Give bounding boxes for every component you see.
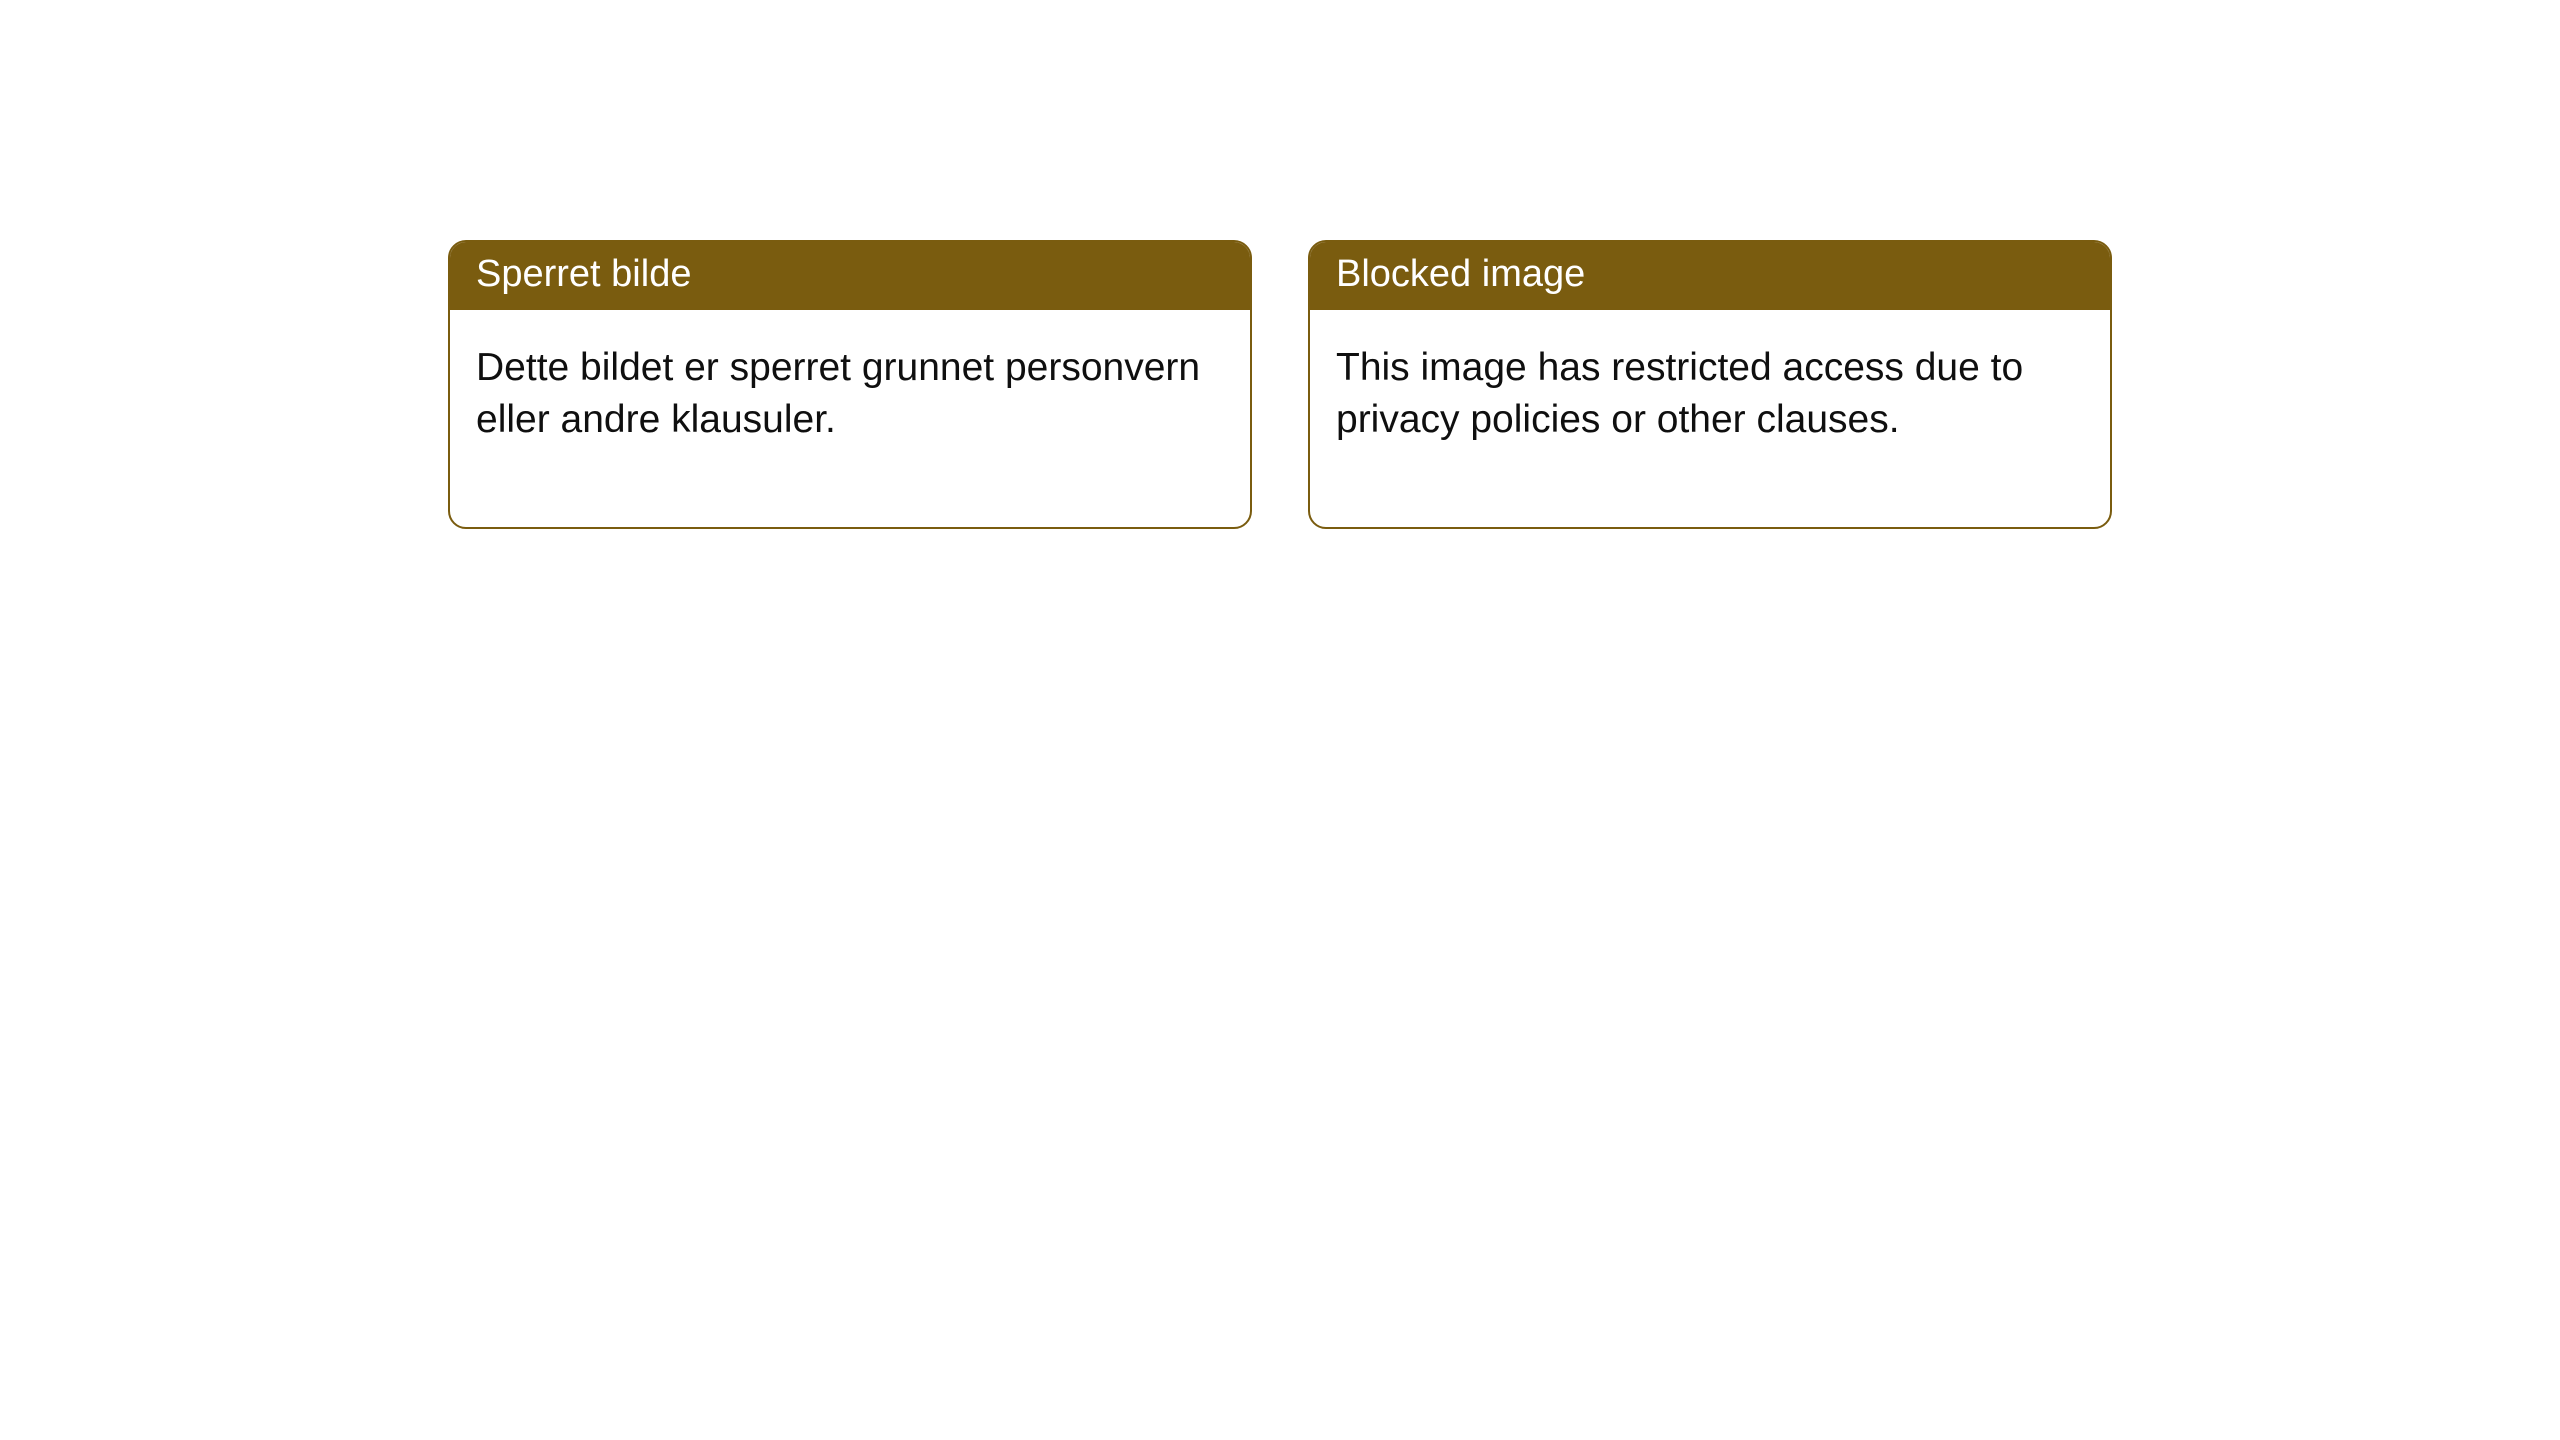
blocked-image-card-no: Sperret bilde Dette bildet er sperret gr… bbox=[448, 240, 1252, 529]
card-body-text: Dette bildet er sperret grunnet personve… bbox=[476, 346, 1200, 442]
card-body: Dette bildet er sperret grunnet personve… bbox=[450, 310, 1250, 527]
card-body: This image has restricted access due to … bbox=[1310, 310, 2110, 527]
card-header-text: Blocked image bbox=[1336, 253, 1585, 295]
blocked-image-card-en: Blocked image This image has restricted … bbox=[1308, 240, 2112, 529]
card-header: Blocked image bbox=[1310, 242, 2110, 310]
card-body-text: This image has restricted access due to … bbox=[1336, 346, 2023, 442]
card-header: Sperret bilde bbox=[450, 242, 1250, 310]
card-header-text: Sperret bilde bbox=[476, 253, 691, 295]
cards-container: Sperret bilde Dette bildet er sperret gr… bbox=[0, 0, 2560, 529]
